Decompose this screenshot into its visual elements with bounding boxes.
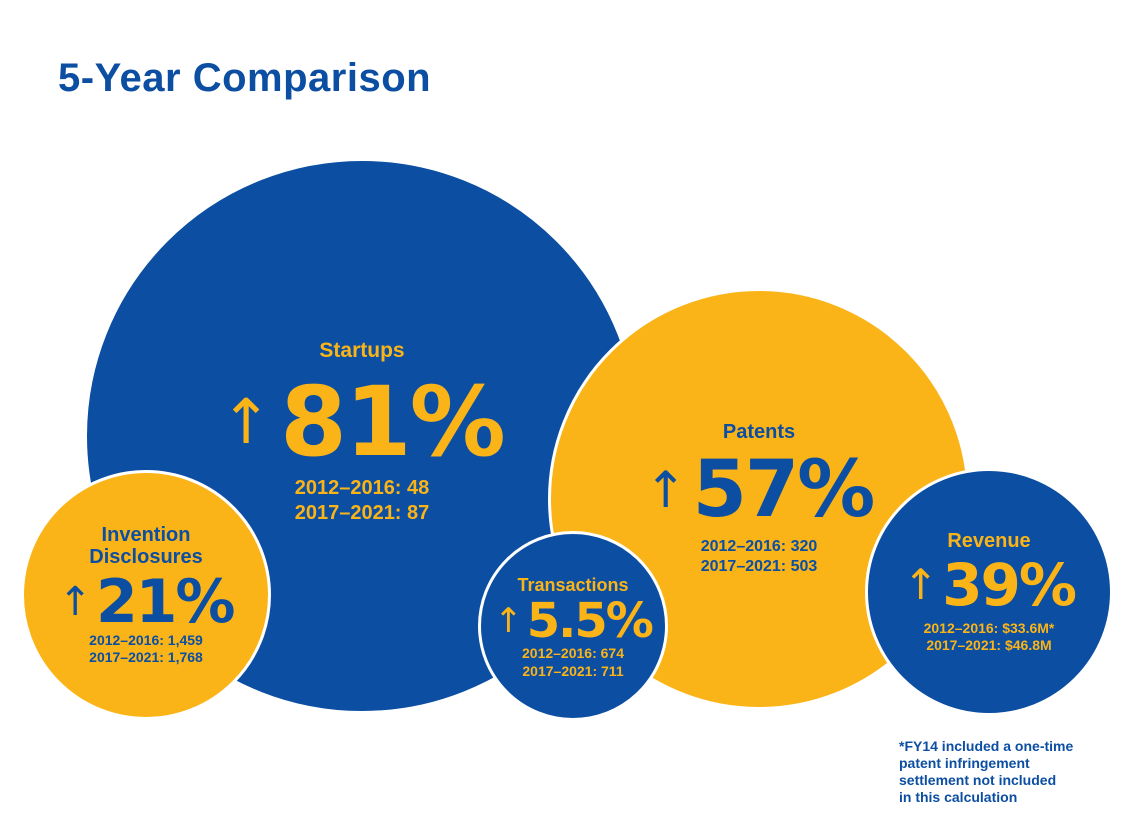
transactions-period-2012-2016: 2012–2016: 674 — [522, 645, 624, 662]
up-arrow-icon: ↑ — [220, 385, 273, 459]
invention-disclosures-label: Invention Disclosures — [89, 524, 202, 568]
revenue-period-2017-2021: 2017–2021: $46.8M — [926, 637, 1052, 653]
patents-percent: 57% — [692, 445, 876, 535]
footnote: *FY14 included a one-time patent infring… — [899, 738, 1139, 806]
up-arrow-icon: ↑ — [902, 559, 939, 609]
transactions-stats: 2012–2016: 674 2017–2021: 711 — [522, 645, 624, 680]
page-title: 5-Year Comparison — [58, 56, 432, 100]
startups-label: Startups — [319, 339, 405, 362]
startups-period-2017-2021: 2017–2021: 87 — [294, 502, 430, 525]
patents-period-2012-2016: 2012–2016: 320 — [700, 538, 818, 555]
startups-percent-row: ↑ 81% — [220, 366, 506, 479]
invention-percent: 21% — [95, 566, 236, 637]
invention-label-line2: Disclosures — [89, 545, 203, 568]
startups-percent: 81% — [280, 366, 506, 479]
invention-percent-row: ↑ 21% — [58, 566, 236, 637]
invention-period-2017-2021: 2017–2021: 1,768 — [89, 649, 203, 665]
footnote-line: in this calculation — [899, 789, 1018, 806]
invention-disclosures-bubble: Invention Disclosures ↑ 21% 2012–2016: 1… — [21, 470, 271, 720]
invention-period-2012-2016: 2012–2016: 1,459 — [89, 631, 203, 648]
footnote-line: patent infringement — [899, 755, 1030, 772]
patents-period-2017-2021: 2017–2021: 503 — [700, 558, 818, 575]
patents-percent-row: ↑ 57% — [644, 445, 876, 535]
revenue-period-2012-2016: 2012–2016: $33.6M* — [923, 619, 1055, 636]
transactions-label: Transactions — [517, 574, 629, 595]
transactions-percent-row: ↑ 5.5% — [494, 593, 654, 650]
up-arrow-icon: ↑ — [494, 601, 523, 642]
up-arrow-icon: ↑ — [644, 461, 687, 519]
startups-stats: 2012–2016: 48 2017–2021: 87 — [295, 476, 430, 526]
revenue-bubble: Revenue ↑ 39% 2012–2016: $33.6M* 2017–20… — [865, 468, 1113, 716]
invention-stats: 2012–2016: 1,459 2017–2021: 1,768 — [89, 632, 203, 667]
footnote-line: settlement not included — [899, 772, 1057, 789]
startups-period-2012-2016: 2012–2016: 48 — [294, 477, 430, 500]
patents-stats: 2012–2016: 320 2017–2021: 503 — [701, 537, 818, 577]
transactions-bubble: Transactions ↑ 5.5% 2012–2016: 674 2017–… — [478, 531, 668, 721]
footnote-line: *FY14 included a one-time — [899, 738, 1074, 754]
patents-label: Patents — [722, 421, 796, 443]
revenue-label: Revenue — [947, 529, 1031, 552]
transactions-percent: 5.5% — [526, 593, 654, 650]
revenue-stats: 2012–2016: $33.6M* 2017–2021: $46.8M — [924, 620, 1055, 655]
invention-label-line1: Invention — [101, 523, 191, 546]
revenue-percent-row: ↑ 39% — [902, 550, 1077, 619]
transactions-period-2017-2021: 2017–2021: 711 — [522, 662, 624, 679]
up-arrow-icon: ↑ — [58, 578, 92, 625]
revenue-percent: 39% — [942, 550, 1077, 619]
